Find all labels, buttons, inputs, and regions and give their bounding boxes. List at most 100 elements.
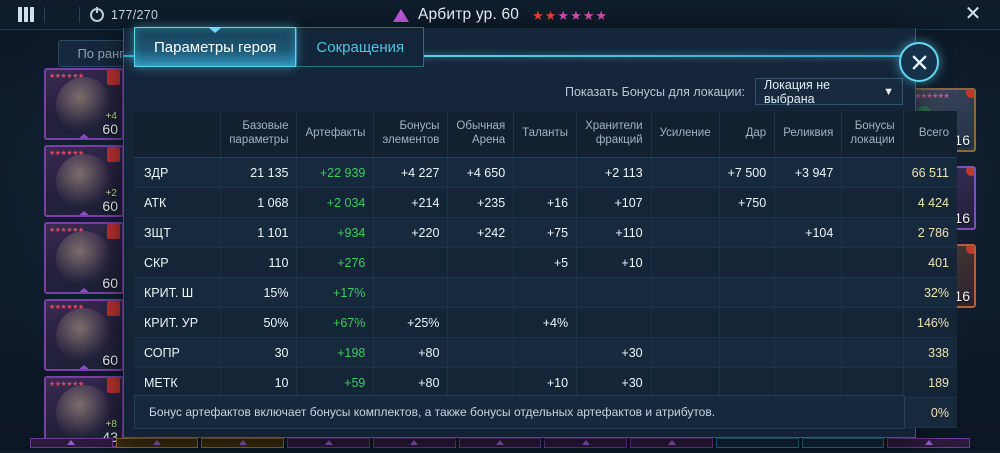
bottom-slot[interactable]: [30, 438, 113, 448]
energy-indicator[interactable]: 177/270: [90, 8, 158, 22]
cell-artifacts: +934: [297, 218, 374, 248]
cell-base: 15%: [221, 278, 297, 308]
menu-bars-icon[interactable]: [18, 7, 34, 22]
cell-name: МЕТК: [134, 368, 221, 398]
cell-artifacts: +22 939: [297, 158, 374, 188]
cell-guardians: +30: [577, 338, 652, 368]
artifact-notification-dot: [966, 88, 976, 98]
column-header: Обычная Арена: [448, 111, 514, 158]
cell-total: 0%: [903, 398, 957, 428]
energy-value: 177/270: [111, 8, 158, 22]
bottom-slot[interactable]: [630, 438, 713, 448]
divider: [44, 7, 45, 23]
grid-icon[interactable]: [55, 7, 70, 22]
cell-boost: [651, 218, 719, 248]
close-dialog-button[interactable]: [899, 42, 939, 82]
hero-card[interactable]: ★★★★★★60: [44, 222, 124, 294]
bottom-slot[interactable]: [716, 438, 799, 448]
cell-elements: +4 227: [374, 158, 448, 188]
bottom-slot[interactable]: [201, 438, 284, 448]
bottom-slot[interactable]: [373, 438, 456, 448]
chevron-down-icon: ▼: [883, 86, 894, 98]
cell-guardians: +110: [577, 218, 652, 248]
cell-artifacts: +2 034: [297, 188, 374, 218]
cell-talents: +10: [514, 368, 577, 398]
bottom-slot[interactable]: [802, 438, 885, 448]
hero-card[interactable]: ★★★★★★60: [44, 299, 124, 371]
bottom-slot[interactable]: [544, 438, 627, 448]
bottom-slot[interactable]: [459, 438, 542, 448]
dialog-tabs: Параметры героя Сокращения: [134, 27, 424, 67]
hero-card-level: 60: [102, 275, 118, 291]
cell-arena: [448, 248, 514, 278]
cell-artifacts: +276: [297, 248, 374, 278]
cell-elements: +80: [374, 338, 448, 368]
tab-hero-parameters[interactable]: Параметры героя: [134, 27, 296, 67]
column-header: Бонусы элементов: [374, 111, 448, 158]
cell-elements: +80: [374, 368, 448, 398]
hero-card-chevron-icon: [78, 365, 90, 370]
cell-total: 66 511: [903, 158, 957, 188]
location-select[interactable]: Локация не выбрана ▼: [755, 78, 903, 105]
artifact-notification-dot: [966, 244, 976, 254]
cell-location: [842, 218, 903, 248]
cell-boost: [651, 338, 719, 368]
cell-total: 32%: [903, 278, 957, 308]
close-icon[interactable]: ✕: [962, 4, 984, 26]
hero-parameters-dialog: Параметры героя Сокращения Показать Бону…: [123, 28, 916, 438]
cell-name: КРИТ. УР: [134, 308, 221, 338]
divider: [79, 7, 80, 23]
cell-guardians: +2 113: [577, 158, 652, 188]
cell-relic: [775, 278, 842, 308]
column-header: Базовые параметры: [221, 111, 297, 158]
cell-relic: [775, 188, 842, 218]
bottom-slot[interactable]: [287, 438, 370, 448]
cell-location: [842, 338, 903, 368]
cell-talents: [514, 338, 577, 368]
cell-base: 50%: [221, 308, 297, 338]
cell-gift: +7 500: [719, 158, 775, 188]
column-header: Дар: [719, 111, 775, 158]
game-top-bar: 177/270: [0, 0, 1000, 30]
bottom-slot[interactable]: [887, 438, 970, 448]
cell-total: 4 424: [903, 188, 957, 218]
hero-card-level: 60: [102, 121, 118, 137]
cell-boost: [651, 308, 719, 338]
cell-boost: [651, 188, 719, 218]
cell-boost: [651, 158, 719, 188]
bottom-slot[interactable]: [116, 438, 199, 448]
cell-name: КРИТ. Ш: [134, 278, 221, 308]
cell-total: 401: [903, 248, 957, 278]
cell-gift: [719, 338, 775, 368]
cell-gift: [719, 248, 775, 278]
cell-artifacts: +17%: [297, 278, 374, 308]
tab-abbreviations[interactable]: Сокращения: [296, 27, 424, 67]
cell-location: [842, 308, 903, 338]
cell-arena: +242: [448, 218, 514, 248]
cell-name: АТК: [134, 188, 221, 218]
cell-base: 1 101: [221, 218, 297, 248]
cell-gift: [719, 278, 775, 308]
cell-total: 146%: [903, 308, 957, 338]
hero-card-chevron-icon: [78, 134, 90, 139]
cell-arena: [448, 368, 514, 398]
cell-artifacts: +67%: [297, 308, 374, 338]
close-icon: [911, 54, 928, 71]
cell-location: [842, 188, 903, 218]
cell-arena: [448, 308, 514, 338]
cell-base: 10: [221, 368, 297, 398]
cell-talents: +75: [514, 218, 577, 248]
hero-gem-icon: [107, 70, 120, 85]
hero-card-chevron-icon: [78, 288, 90, 293]
cell-gift: [719, 218, 775, 248]
cell-artifacts: +198: [297, 338, 374, 368]
cell-name: ЗДР: [134, 158, 221, 188]
column-header: [134, 111, 221, 158]
